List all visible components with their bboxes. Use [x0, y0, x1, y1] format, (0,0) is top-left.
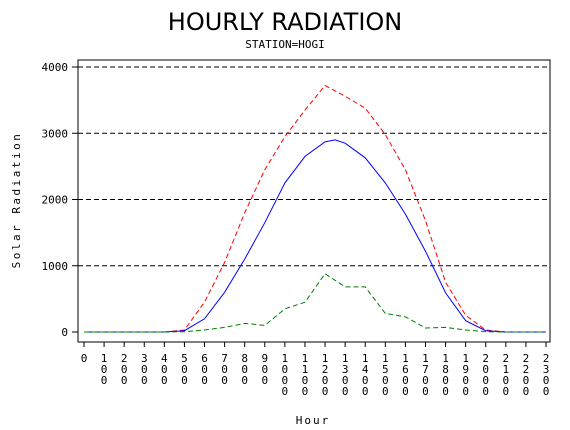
series-line-2: [84, 139, 546, 333]
chart-title: HOURLY RADIATION: [168, 8, 402, 36]
y-tick-label: 4000: [42, 61, 69, 74]
y-tick-label: 2000: [42, 194, 69, 207]
y-tick-label: 1000: [42, 260, 69, 273]
series-line-1: [84, 84, 546, 333]
x-tick-label: 0: [81, 352, 88, 365]
series-line-3: [84, 273, 546, 333]
plot-area-frame: [77, 59, 551, 343]
series-lines: [84, 84, 546, 333]
x-axis-label: Hour: [296, 414, 331, 427]
x-axis: 0 1 0 0 2 0 0 3 0 0 4 0 0 5 0 0 6 0 0 7 0 0 8 0 0 9 0 0 1 0 0 0 1 1 0 0 1 2 0 0…: [81, 342, 550, 398]
gridlines: [78, 66, 550, 267]
y-tick-label: 3000: [42, 127, 69, 140]
y-tick-label: 0: [61, 326, 68, 339]
chart-subtitle: STATION=HOGI: [245, 38, 324, 51]
y-axis-label: Solar Radiation: [10, 132, 23, 269]
y-axis: 0 1000 2000 3000 4000: [42, 61, 78, 339]
